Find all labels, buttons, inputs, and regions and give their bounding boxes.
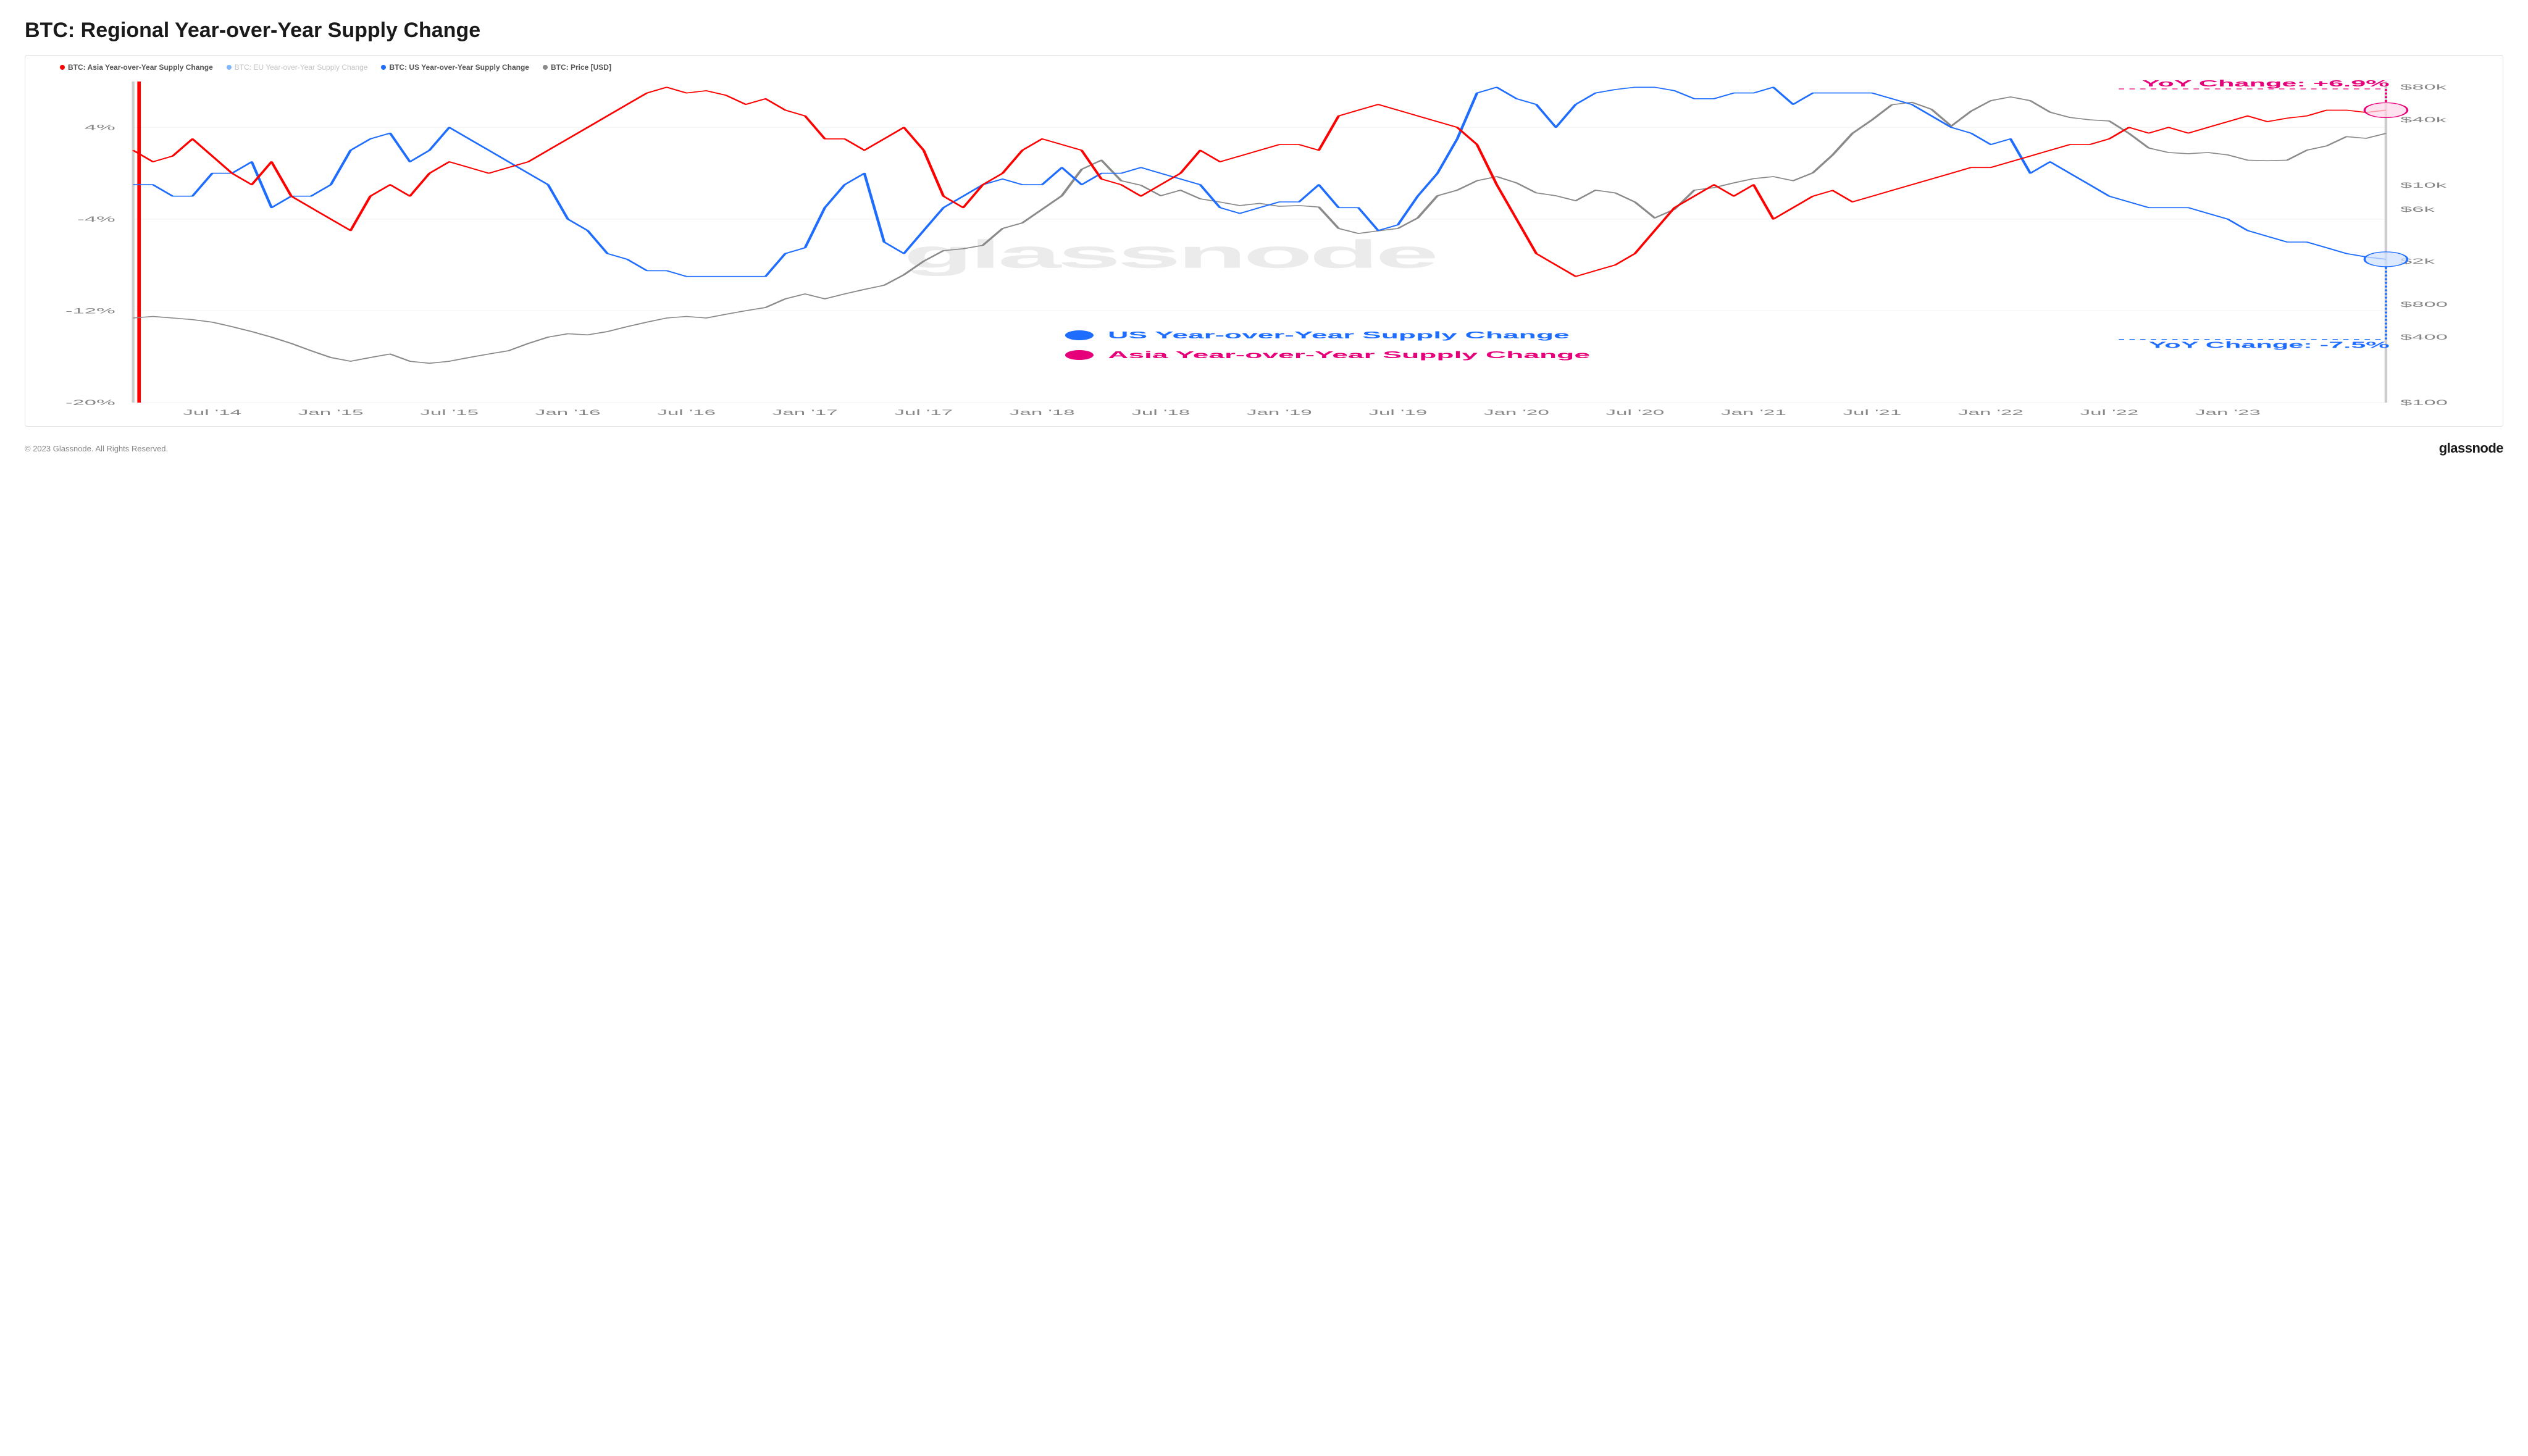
svg-text:$40k: $40k [2400,116,2446,124]
svg-text:Jul '14: Jul '14 [183,409,241,417]
legend-dot [227,65,232,70]
svg-text:US Year-over-Year Supply Chang: US Year-over-Year Supply Change [1108,330,1570,341]
svg-text:$100: $100 [2400,399,2448,407]
legend-item[interactable]: BTC: EU Year-over-Year Supply Change [227,63,368,72]
svg-text:$800: $800 [2400,301,2448,309]
svg-text:4%: 4% [85,123,115,132]
legend-item[interactable]: BTC: Price [USD] [543,63,611,72]
svg-text:Jul '22: Jul '22 [2080,409,2139,417]
svg-text:-4%: -4% [77,215,115,224]
legend-label: BTC: EU Year-over-Year Supply Change [235,63,368,72]
svg-text:Jan '18: Jan '18 [1010,409,1075,417]
legend-item[interactable]: BTC: US Year-over-Year Supply Change [381,63,529,72]
svg-text:Jan '21: Jan '21 [1721,409,1786,417]
svg-text:YoY Change: +6.9%: YoY Change: +6.9% [2142,78,2390,89]
brand-label: glassnode [2439,440,2503,456]
chart-container: BTC: Asia Year-over-Year Supply Change BT… [25,55,2503,427]
legend-top: BTC: Asia Year-over-Year Supply Change BT… [35,63,2493,72]
svg-text:Jul '17: Jul '17 [894,409,953,417]
copyright-text: © 2023 Glassnode. All Rights Reserved. [25,444,168,453]
svg-text:Jan '19: Jan '19 [1247,409,1312,417]
legend-dot [381,65,386,70]
legend-dot [543,65,548,70]
chart-area: -20%-12%-4%4%$100$400$800$2k$6k$10k$40k$… [35,75,2493,421]
chart-title: BTC: Regional Year-over-Year Supply Chan… [25,19,2503,43]
svg-text:Jan '22: Jan '22 [1958,409,2024,417]
svg-text:-20%: -20% [65,399,115,407]
svg-text:Jul '19: Jul '19 [1368,409,1427,417]
svg-text:Jul '21: Jul '21 [1843,409,1901,417]
svg-text:Jan '23: Jan '23 [2195,409,2261,417]
svg-text:Jan '17: Jan '17 [772,409,838,417]
svg-text:Asia Year-over-Year Supply Cha: Asia Year-over-Year Supply Change [1108,349,1590,361]
footer: © 2023 Glassnode. All Rights Reserved. g… [25,440,2503,456]
svg-text:$400: $400 [2400,333,2448,341]
legend-item[interactable]: BTC: Asia Year-over-Year Supply Change [60,63,213,72]
legend-label: BTC: Price [USD] [551,63,611,72]
svg-text:Jan '20: Jan '20 [1484,409,1549,417]
svg-text:Jan '16: Jan '16 [535,409,601,417]
legend-dot [60,65,65,70]
chart-svg: -20%-12%-4%4%$100$400$800$2k$6k$10k$40k$… [35,75,2493,421]
svg-text:Jul '16: Jul '16 [657,409,716,417]
svg-text:glassnode: glassnode [903,232,1436,276]
svg-text:$6k: $6k [2400,206,2435,214]
svg-text:Jul '15: Jul '15 [420,409,479,417]
svg-text:$10k: $10k [2400,182,2446,190]
legend-label: BTC: US Year-over-Year Supply Change [389,63,529,72]
svg-text:$80k: $80k [2400,83,2446,91]
svg-text:Jul '20: Jul '20 [1605,409,1664,417]
svg-text:YoY Change: -7.5%: YoY Change: -7.5% [2149,340,2390,350]
svg-text:Jan '15: Jan '15 [298,409,364,417]
legend-label: BTC: Asia Year-over-Year Supply Change [68,63,213,72]
svg-text:-12%: -12% [65,307,115,315]
svg-text:Jul '18: Jul '18 [1131,409,1190,417]
